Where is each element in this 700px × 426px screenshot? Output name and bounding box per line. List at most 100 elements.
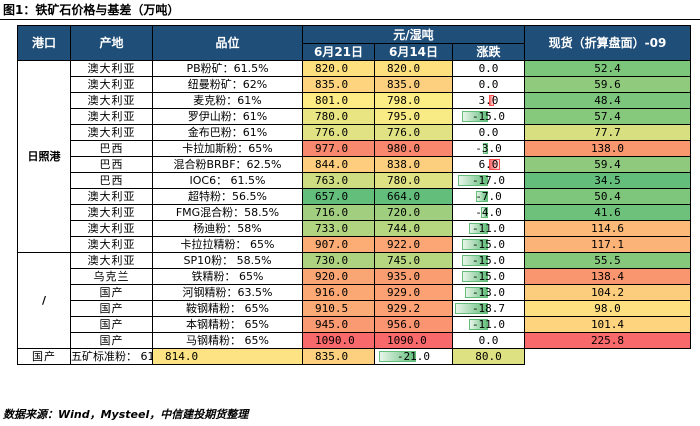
spot-basis-cell: 48.4 [524, 92, 691, 109]
price-0614-cell: 776.0 [374, 124, 453, 141]
table-row: 巴西 卡拉加斯粉：65% 977.0 980.0 -3.0 138.0 [18, 140, 691, 157]
spot-basis-cell: 55.5 [524, 252, 691, 269]
price-0621-cell: 916.0 [302, 284, 375, 301]
table-row: 澳大利亚 卡拉拉精粉： 65% 907.0 922.0 -15.0 117.1 [18, 236, 691, 253]
header-spot: 现货（折算盘面）-09 [524, 25, 691, 61]
price-0621-cell: 780.0 [302, 108, 375, 125]
header-unit: 元/湿吨 [302, 25, 525, 44]
price-0614-cell: 929.2 [374, 300, 453, 317]
price-0621-cell: 945.0 [302, 316, 375, 333]
spot-basis-cell: 101.4 [524, 316, 691, 333]
change-value: -21.0 [396, 349, 431, 363]
change-bar-negative [461, 239, 488, 250]
product-cell: 铁精粉： 65% [152, 268, 303, 285]
change-cell: -11.0 [452, 220, 525, 237]
product-cell: 麦克粉：61% [152, 92, 303, 109]
spot-basis-cell: 52.4 [524, 60, 691, 77]
origin-cell: 国产 [70, 316, 153, 333]
price-0614-cell: 820.0 [374, 60, 453, 77]
change-cell: 0.0 [452, 60, 525, 77]
spot-basis-cell: 114.6 [524, 220, 691, 237]
spot-basis-cell: 138.0 [524, 140, 691, 157]
price-0614-cell: 929.0 [374, 284, 453, 301]
spot-basis-cell: 117.1 [524, 236, 691, 253]
product-cell: 本钢精粉： 65% [152, 316, 303, 333]
change-cell: -4.0 [452, 204, 525, 221]
header-date2: 6月14日 [374, 43, 453, 61]
change-bar-negative [475, 191, 488, 202]
change-value: -11.0 [471, 317, 506, 331]
product-cell: IOC6： 61.5% [152, 172, 303, 189]
origin-cell: 澳大利亚 [70, 236, 153, 253]
table-row: 乌克兰 铁精粉： 65% 920.0 935.0 -15.0 138.4 [18, 268, 691, 285]
change-value: -11.0 [471, 221, 506, 235]
change-bar-positive [489, 159, 500, 170]
change-cell: -21.0 [374, 348, 453, 365]
change-value: 0.0 [478, 61, 499, 75]
origin-cell: 巴西 [70, 140, 153, 157]
origin-cell: 巴西 [70, 172, 153, 189]
price-0621-cell: 730.0 [302, 252, 375, 269]
price-0621-cell: 920.0 [302, 268, 375, 285]
price-0621-cell: 910.5 [302, 300, 375, 317]
origin-cell: 澳大利亚 [70, 92, 153, 109]
price-0621-cell: 801.0 [302, 92, 375, 109]
spot-basis-cell: 104.2 [524, 284, 691, 301]
change-cell: 0.0 [452, 332, 525, 349]
product-cell: 金布巴粉：61% [152, 124, 303, 141]
spot-basis-cell: 80.0 [452, 348, 525, 365]
table-row: 日照港 澳大利亚 PB粉矿：61.5% 820.0 820.0 0.0 52.4 [17, 60, 691, 253]
price-0614-cell: 835.0 [374, 76, 453, 93]
price-0614-cell: 838.0 [374, 156, 453, 173]
product-cell: 鞍钢精粉： 65% [152, 300, 303, 317]
table-row: 澳大利亚 金布巴粉：61% 776.0 776.0 0.0 77.7 [18, 124, 691, 141]
product-cell: 罗伊山粉：61% [152, 108, 303, 125]
origin-cell: 巴西 [70, 156, 153, 173]
change-value: -18.7 [471, 301, 506, 315]
price-0621-cell: 907.0 [302, 236, 375, 253]
table-body: 日照港 澳大利亚 PB粉矿：61.5% 820.0 820.0 0.0 52.4 澳大利亚 纽曼… [17, 60, 691, 365]
change-bar-negative [458, 175, 488, 186]
table-row: 澳大利亚 超特粉：56.5% 657.0 664.0 -7.0 50.4 [18, 188, 691, 205]
price-0621-cell: 820.0 [302, 60, 375, 77]
origin-cell: 澳大利亚 [70, 188, 153, 205]
origin-cell: 澳大利亚 [70, 108, 153, 125]
port-cell: / [17, 252, 71, 349]
product-cell: PB粉矿：61.5% [152, 60, 303, 77]
spot-basis-cell: 59.4 [524, 156, 691, 173]
origin-cell: 国产 [70, 332, 153, 349]
price-0614-cell: 780.0 [374, 172, 453, 189]
origin-cell: 澳大利亚 [70, 220, 153, 237]
origin-cell: 澳大利亚 [70, 60, 153, 77]
header-change: 涨跌 [452, 43, 525, 61]
price-0614-cell: 664.0 [374, 188, 453, 205]
change-cell: -15.0 [452, 268, 525, 285]
change-bar-negative [480, 207, 488, 218]
change-cell: -3.0 [452, 140, 525, 157]
figure-title: 图1：铁矿石价格与基差（万吨） [3, 3, 180, 17]
change-value: 3.0 [478, 93, 499, 107]
origin-cell: 国产 [70, 284, 153, 301]
change-cell: -11.0 [452, 316, 525, 333]
price-0621-cell: 776.0 [302, 124, 375, 141]
price-0621-cell: 716.0 [302, 204, 375, 221]
change-value: -7.0 [475, 189, 502, 203]
spot-basis-cell: 138.4 [524, 268, 691, 285]
product-cell: 五矿标准粉： 61.5% [70, 348, 153, 365]
origin-cell: 国产 [70, 300, 153, 317]
source-note: 数据来源：Wind，Mysteel，中信建投期货整理 [3, 408, 249, 421]
price-0614-cell: 745.0 [374, 252, 453, 269]
header-origin: 产地 [70, 25, 153, 61]
product-cell: 卡拉拉精粉： 65% [152, 236, 303, 253]
change-bar-negative [468, 223, 488, 234]
change-bar-negative [379, 351, 416, 362]
origin-cell: 澳大利亚 [70, 76, 153, 93]
change-bar-negative [482, 143, 488, 154]
change-value: 0.0 [478, 333, 499, 347]
change-cell: -15.0 [452, 252, 525, 269]
origin-cell: 澳大利亚 [70, 204, 153, 221]
price-table-wrapper: 港口 产地 品位 元/湿吨 现货（折算盘面）-09 6月21日 6月14日 涨跌… [17, 25, 691, 365]
origin-cell: 国产 [17, 348, 71, 365]
price-0614-cell: 935.0 [374, 268, 453, 285]
change-bar-negative [461, 271, 488, 282]
